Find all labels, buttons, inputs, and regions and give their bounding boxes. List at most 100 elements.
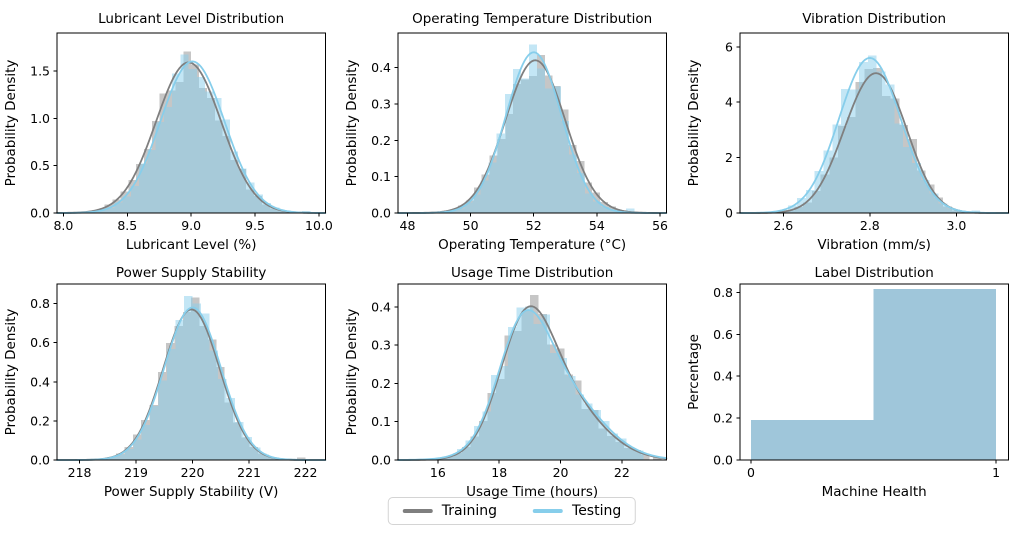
hist-bar-testing [106,207,115,213]
hist-bar-testing [221,119,230,213]
hist-bar-testing [448,455,458,460]
hist-bar-training [653,456,662,460]
y-axis-label: Probability Density [3,60,19,187]
hist-bar-testing [234,422,244,460]
hist-bar-testing [268,457,278,460]
hist-bar-testing [130,186,140,213]
x-tick-label: 52 [526,218,542,233]
y-tick-label: 6 [725,39,733,54]
hist-bar-testing [849,89,859,213]
x-tick-label: 54 [589,218,605,233]
hist-bar-testing [213,97,222,213]
hist-bar-testing [947,208,956,213]
hist-bar-testing [635,450,644,460]
x-tick-label: 2.8 [860,218,880,233]
hist-bar-testing [497,133,506,213]
y-tick-label: 0.4 [371,299,391,314]
y-tick-label: 0.4 [371,60,391,75]
hist-bar-testing [456,208,465,213]
kde-curve-testing [397,309,668,461]
hist-bar-testing [217,379,227,460]
hist-bar-testing [867,55,877,213]
hist-bar-testing [533,324,543,460]
hist-bar-testing [489,162,498,213]
hist-bar-testing [832,124,841,213]
hist-bar-testing [155,122,164,213]
hist-bar-testing [175,320,185,460]
hist-bar-testing [243,436,252,460]
hist-bar-testing [147,150,156,213]
hist-bar-testing [567,375,576,460]
subplot-title: Operating Temperature Distribution [412,11,652,27]
legend-label-testing: Testing [572,503,622,519]
hist-bar-testing [116,454,125,460]
hist-bar-testing [226,397,235,460]
hist-bar-testing [196,76,206,213]
subplot-title: Vibration Distribution [802,11,946,27]
y-tick-label: 0.4 [713,369,733,384]
hist-bar-testing [254,194,263,213]
hist-bar-testing [550,352,560,460]
x-tick-label: 221 [237,465,261,480]
hist-bar-testing [474,426,483,460]
y-tick-label: 1.5 [30,63,50,78]
hist-bar-testing [499,365,509,460]
subplot-lubricant-level: 8.0 8.5 9.0 9.5 10.0 0.0 0.5 1.0 1.5 Lubricant Le… [3,11,333,253]
y-axis-label: Probability Density [3,309,19,436]
hist-bar-testing [192,303,202,460]
y-tick-label: 4 [725,95,733,110]
x-tick-label: 50 [463,218,479,233]
hist-bar-testing [491,374,500,460]
x-axis-label: Operating Temperature (°C) [438,237,626,253]
legend-label-training: Training [441,503,498,519]
x-tick-label: 2.6 [773,218,793,233]
hist-bar-testing [545,88,554,213]
hist-bar-testing [876,71,886,213]
hist-bar-testing [238,168,247,213]
label-bar-1 [873,289,996,460]
hist-bar-testing [124,449,134,460]
hist-bar-testing [525,306,534,460]
y-tick-label: 0.8 [713,285,733,300]
y-tick-label: 0.0 [30,452,50,467]
x-tick-label: 220 [181,465,205,480]
subplot-title: Lubricant Level Distribution [98,11,284,27]
hist-bar-testing [184,295,193,460]
y-tick-label: 0.6 [30,335,50,350]
hist-bar-testing [885,84,894,213]
subplot-title: Usage Time Distribution [451,265,613,281]
hist-bar-testing [141,425,151,460]
legend-item-testing: Testing [533,503,621,519]
y-tick-label: 0.4 [30,374,50,389]
hist-bar-training [641,454,650,460]
hist-bar-testing [262,202,272,213]
hist-bar-testing [107,457,117,460]
hist-bar-testing [114,202,123,213]
kde-curve-testing [738,57,1009,214]
y-tick-label: 0.1 [371,169,391,184]
x-axis-label: Power Supply Stability (V) [104,484,279,500]
y-tick-label: 0.0 [371,452,391,467]
hist-bar-testing [516,307,526,460]
axes-frame [56,283,326,461]
x-tick-label: 0 [747,465,755,480]
axes-frame [739,283,1009,461]
y-tick-label: 0.8 [30,296,50,311]
y-tick-label: 0.0 [713,452,733,467]
y-axis-label: Percentage [686,334,702,410]
y-tick-label: 0.2 [30,413,50,428]
y-tick-label: 1.0 [30,111,50,126]
hist-bar-testing [585,193,594,213]
kde-curve-testing [56,60,327,214]
legend-item-training: Training [402,503,498,519]
x-tick-label: 16 [430,465,446,480]
hist-bar-testing [167,348,176,460]
x-tick-label: 8.0 [53,218,73,233]
y-axis-label: Probability Density [344,60,360,187]
hist-bar-testing [133,439,142,460]
subplot-title: Label Distribution [814,265,933,281]
x-tick-label: 3.0 [946,218,966,233]
kde-curve-testing [397,51,668,214]
x-tick-label: 18 [492,465,508,480]
x-axis-label: Lubricant Level (%) [126,237,257,253]
